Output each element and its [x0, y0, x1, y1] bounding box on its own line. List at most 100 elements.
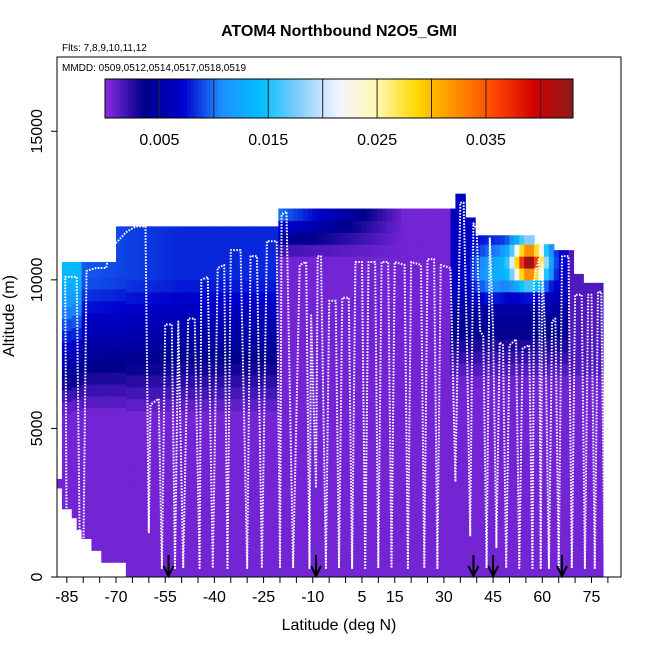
- heatmap-cell: [214, 410, 220, 424]
- heatmap-cell: [460, 541, 466, 554]
- heatmap-cell: [283, 374, 289, 388]
- heatmap-cell: [455, 481, 461, 495]
- heatmap-cell: [76, 339, 83, 352]
- colorbar-segment: [210, 79, 215, 118]
- heatmap-cell: [489, 434, 496, 447]
- heatmap-cell: [81, 514, 88, 528]
- heatmap-cell: [543, 470, 550, 483]
- heatmap-cell: [293, 505, 299, 519]
- heatmap-cell: [234, 351, 240, 364]
- heatmap-cell: [204, 458, 211, 471]
- heatmap-cell: [253, 553, 260, 566]
- heatmap-cell: [391, 315, 397, 328]
- heatmap-cell: [332, 279, 338, 293]
- heatmap-cell: [140, 374, 147, 388]
- heatmap-cell: [155, 363, 161, 376]
- heatmap-cell: [573, 291, 579, 305]
- heatmap-cell: [106, 526, 112, 539]
- heatmap-cell: [253, 565, 260, 577]
- heatmap-cell: [588, 374, 594, 388]
- heatmap-cell: [317, 363, 324, 376]
- heatmap-cell: [347, 208, 353, 222]
- heatmap-cell: [268, 398, 275, 412]
- heatmap-cell: [317, 434, 324, 447]
- heatmap-cell: [366, 505, 373, 519]
- heatmap-cell: [263, 315, 270, 328]
- heatmap-cell: [116, 478, 122, 492]
- heatmap-cell: [475, 374, 481, 388]
- heatmap-cell: [199, 226, 206, 233]
- heatmap-cell: [499, 458, 506, 471]
- heatmap-cell: [86, 336, 93, 349]
- heatmap-cell: [160, 386, 166, 400]
- heatmap-cell: [268, 339, 275, 352]
- heatmap-cell: [558, 250, 565, 257]
- heatmap-cell: [460, 398, 466, 412]
- heatmap-cell: [165, 256, 171, 269]
- heatmap-cell: [317, 208, 324, 222]
- heatmap-cell: [155, 232, 161, 245]
- heatmap-cell: [524, 505, 530, 519]
- heatmap-cell: [465, 279, 471, 293]
- heatmap-cell: [194, 232, 201, 245]
- heatmap-cell: [91, 265, 97, 278]
- heatmap-cell: [140, 458, 147, 471]
- heatmap-cell: [199, 315, 206, 328]
- heatmap-cell: [229, 226, 235, 233]
- dates-label: MMDD: 0509,0512,0514,0517,0518,0519: [62, 63, 246, 74]
- heatmap-cell: [514, 374, 520, 388]
- colorbar-segment: [264, 79, 270, 118]
- heatmap-cell: [273, 458, 279, 471]
- heatmap-cell: [534, 470, 540, 483]
- heatmap-cell: [96, 262, 102, 266]
- heatmap-cell: [568, 256, 575, 269]
- heatmap-cell: [219, 517, 225, 531]
- heatmap-cell: [347, 267, 353, 281]
- heatmap-cell: [440, 279, 447, 293]
- heatmap-cell: [155, 256, 161, 269]
- heatmap-cell: [494, 235, 501, 245]
- heatmap-cell: [519, 529, 525, 542]
- heatmap-cell: [519, 256, 525, 269]
- heatmap-cell: [175, 517, 181, 531]
- heatmap-cell: [391, 529, 397, 542]
- heatmap-cell: [411, 434, 417, 447]
- heatmap-cell: [480, 505, 486, 519]
- heatmap-cell: [440, 470, 447, 483]
- heatmap-cell: [366, 303, 373, 317]
- heatmap-cell: [120, 360, 127, 373]
- heatmap-cell: [371, 315, 378, 328]
- heatmap-cell: [165, 493, 171, 507]
- heatmap-cell: [543, 446, 550, 459]
- heatmap-cell: [91, 262, 97, 266]
- heatmap-cell: [150, 303, 156, 317]
- heatmap-cell: [489, 481, 496, 495]
- heatmap-cell: [386, 339, 393, 352]
- heatmap-cell: [529, 363, 535, 376]
- heatmap-cell: [445, 493, 452, 507]
- heatmap-cell: [120, 348, 127, 361]
- heatmap-cell: [293, 327, 299, 340]
- heatmap-cell: [130, 256, 137, 269]
- heatmap-cell: [568, 410, 575, 424]
- heatmap-cell: [155, 279, 161, 293]
- heatmap-cell: [568, 327, 575, 340]
- heatmap-cell: [307, 256, 314, 269]
- heatmap-cell: [381, 398, 388, 412]
- heatmap-cell: [91, 443, 97, 456]
- heatmap-cell: [499, 374, 506, 388]
- x-tick-label: -85: [55, 589, 78, 606]
- heatmap-cell: [91, 348, 97, 361]
- heatmap-cell: [268, 434, 275, 447]
- heatmap-cell: [401, 315, 407, 328]
- heatmap-cell: [578, 470, 584, 483]
- heatmap-cell: [140, 279, 147, 293]
- heatmap-cell: [484, 386, 491, 400]
- heatmap-cell: [248, 244, 255, 257]
- heatmap-cell: [302, 339, 309, 352]
- colorbar-segment: [155, 79, 161, 118]
- heatmap-cell: [460, 351, 466, 364]
- heatmap-cell: [298, 398, 304, 412]
- heatmap-cell: [489, 410, 496, 424]
- heatmap-cell: [219, 327, 225, 340]
